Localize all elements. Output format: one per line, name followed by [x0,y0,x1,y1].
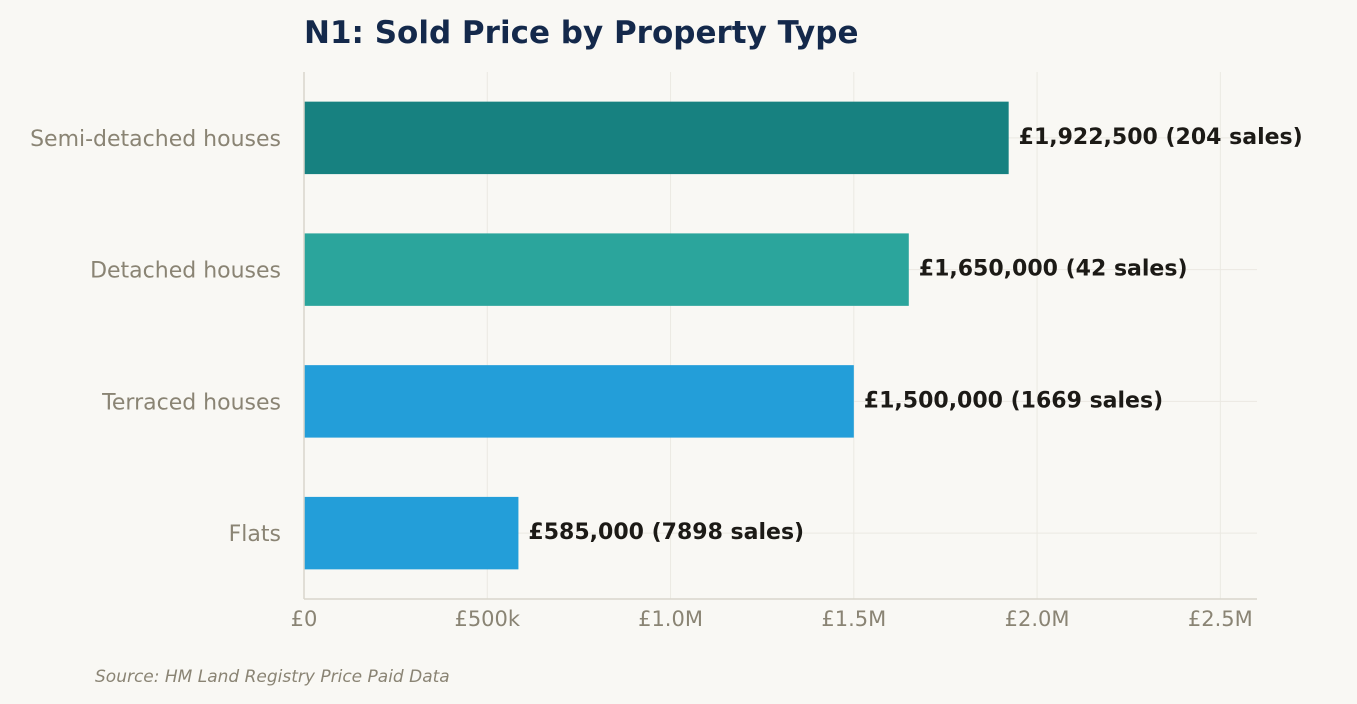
chart-title: N1: Sold Price by Property Type [304,15,858,51]
data-labels: £1,922,500 (204 sales) £1,650,000 (42 sal… [528,125,1302,545]
x-tick-label: £2.0M [1005,607,1070,631]
data-label: £1,650,000 (42 sales) [919,257,1188,282]
data-label: £1,500,000 (1669 sales) [864,388,1163,413]
category-label: Terraced houses [101,390,281,415]
x-tick-label: £1.0M [638,607,703,631]
x-tick-label: £0 [291,607,318,631]
source-note: Source: HM Land Registry Price Paid Data [95,667,450,687]
x-tick-label: £500k [454,607,520,631]
x-tick-label: £1.5M [821,607,886,631]
category-label: Detached houses [90,259,281,284]
bar [304,101,1009,175]
bar [304,233,909,306]
data-label: £1,922,500 (204 sales) [1019,125,1303,150]
category-label: Flats [229,522,281,547]
bars [304,101,1009,570]
bar [304,496,519,570]
data-label: £585,000 (7898 sales) [528,520,804,545]
category-label: Semi-detached houses [30,127,281,152]
axes: £0 £500k £1.0M £1.5M £2.0M £2.5M Semi-detached… [30,72,1257,631]
bar [304,365,854,438]
x-tick-label: £2.5M [1188,607,1253,631]
